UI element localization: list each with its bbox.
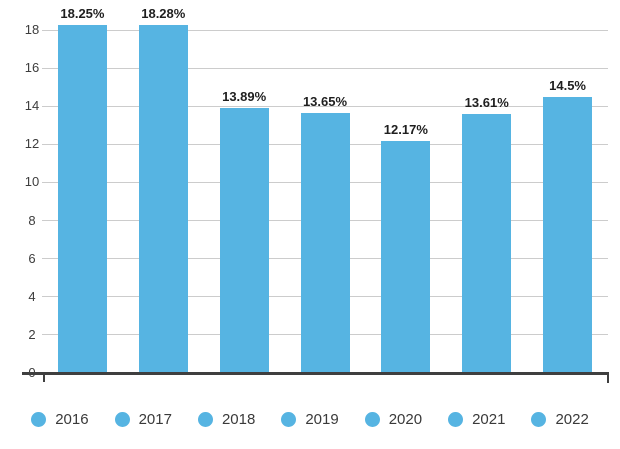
y-tick-label-18: 18 <box>24 22 40 37</box>
bar-2016[interactable] <box>57 25 107 373</box>
x-axis-right-tick <box>607 373 609 383</box>
bar-value-label-2019: 13.65% <box>302 93 348 109</box>
bar-value-label-2016: 18.25% <box>60 6 105 22</box>
bar-value-label-2018: 13.89% <box>222 89 267 105</box>
legend-item-2019[interactable]: 2019 <box>281 410 339 428</box>
legend-dot-icon <box>531 411 547 427</box>
legend-item-2017[interactable]: 2017 <box>114 410 172 428</box>
legend-item-2021[interactable]: 2021 <box>448 411 505 428</box>
gridline-y-18 <box>42 29 608 31</box>
bar-value-label-2021: 13.61% <box>464 94 509 110</box>
legend-dot-icon <box>114 411 130 427</box>
legend-label-2020: 2020 <box>388 410 423 428</box>
legend-item-2018[interactable]: 2018 <box>197 410 256 428</box>
legend-dot-icon <box>364 411 380 427</box>
bar-2022[interactable] <box>543 96 593 373</box>
bar-2018[interactable] <box>219 108 269 373</box>
legend-dot-icon <box>197 411 213 427</box>
y-tick-label-14: 14 <box>24 98 40 114</box>
legend-item-2022[interactable]: 2022 <box>531 410 589 428</box>
legend-dot-icon <box>448 411 464 427</box>
x-axis-line <box>22 372 609 375</box>
legend-label-2018: 2018 <box>221 410 256 428</box>
y-tick-label-4: 4 <box>28 288 36 304</box>
legend-item-2020[interactable]: 2020 <box>364 410 423 428</box>
y-tick-label-12: 12 <box>24 136 40 152</box>
bar-2020[interactable] <box>381 141 431 373</box>
y-tick-label-10: 10 <box>24 174 40 190</box>
bar-2019[interactable] <box>300 112 350 373</box>
legend-label-2017: 2017 <box>138 410 172 428</box>
bar-2017[interactable] <box>138 24 188 373</box>
gridline-y-16 <box>42 67 608 69</box>
y-tick-label-8: 8 <box>28 212 36 228</box>
bar-value-label-2022: 14.5% <box>549 77 586 93</box>
legend: 2016 2017 2018 2019 2020 2021 2022 <box>0 405 620 433</box>
legend-label-2016: 2016 <box>55 410 89 428</box>
gridline-y-14 <box>42 105 608 107</box>
x-axis-left-tick <box>43 373 45 382</box>
legend-label-2021: 2021 <box>472 410 506 428</box>
y-tick-label-16: 16 <box>24 60 40 76</box>
legend-dot-icon <box>281 411 297 427</box>
bar-value-label-2017: 18.28% <box>141 5 186 21</box>
legend-dot-icon <box>31 411 47 427</box>
legend-label-2019: 2019 <box>305 410 339 428</box>
legend-item-2016[interactable]: 2016 <box>31 410 89 428</box>
bar-value-label-2020: 12.17% <box>383 122 428 138</box>
y-tick-label-2: 2 <box>28 326 36 342</box>
bar-2021[interactable] <box>462 113 512 373</box>
legend-label-2022: 2022 <box>555 410 589 428</box>
y-tick-label-6: 6 <box>28 250 36 266</box>
